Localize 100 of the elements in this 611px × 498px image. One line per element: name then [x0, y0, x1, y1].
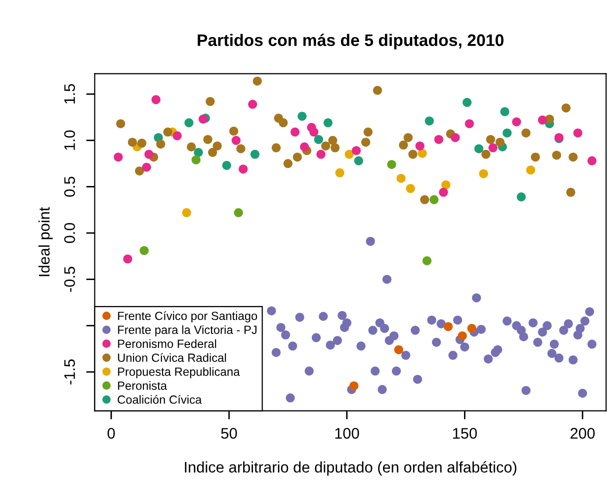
point — [140, 246, 149, 256]
legend-label: Propuesta Republicana — [118, 367, 240, 378]
legend-label: Peronista — [118, 381, 168, 390]
point — [502, 128, 512, 138]
point — [404, 133, 413, 142]
legend-label: Peronismo Federal — [118, 339, 216, 348]
point — [500, 107, 510, 116]
y-tick-label: 1.0 — [64, 130, 76, 150]
point — [396, 174, 406, 183]
point — [587, 156, 596, 166]
point — [434, 134, 444, 144]
x-tick-label: 150 — [453, 428, 477, 439]
point — [182, 208, 192, 218]
point — [134, 166, 144, 176]
point — [250, 150, 260, 159]
point — [521, 128, 530, 138]
point — [474, 144, 484, 154]
point — [458, 331, 467, 340]
point — [373, 86, 382, 95]
point — [144, 150, 154, 159]
point — [496, 138, 505, 147]
point — [430, 195, 439, 204]
point — [272, 143, 281, 152]
point — [151, 95, 160, 104]
point — [321, 141, 330, 150]
point — [206, 96, 215, 106]
point — [314, 134, 324, 144]
point — [415, 141, 424, 150]
point — [156, 140, 166, 149]
point — [186, 142, 196, 152]
point — [208, 148, 218, 157]
point — [349, 381, 358, 390]
point — [300, 142, 309, 152]
y-axis-title: Ideal point — [38, 207, 53, 276]
point — [238, 164, 248, 174]
point — [562, 103, 571, 112]
point — [573, 128, 582, 138]
point — [128, 138, 137, 147]
y-tick-label: -1.5 — [64, 359, 76, 384]
legend-label: Frente para la Victoria - PJ — [118, 325, 256, 336]
point — [486, 134, 496, 144]
x-tick-label: 50 — [221, 428, 237, 439]
point — [278, 118, 288, 128]
point — [172, 131, 182, 140]
point — [516, 192, 526, 202]
point — [538, 116, 547, 125]
point — [526, 166, 536, 175]
point — [252, 76, 262, 86]
point — [512, 117, 522, 126]
legend-label: Union Cívica Radical — [118, 353, 226, 362]
point — [344, 150, 354, 159]
point — [420, 195, 430, 204]
x-tick-label: 100 — [335, 428, 360, 439]
point — [450, 133, 460, 142]
point — [530, 152, 540, 162]
point — [418, 148, 427, 158]
point — [335, 168, 344, 178]
point — [394, 345, 404, 354]
point — [234, 208, 243, 218]
point — [330, 143, 340, 152]
point — [387, 160, 396, 169]
point — [328, 136, 338, 145]
point — [212, 141, 222, 150]
point — [290, 128, 300, 137]
y-tick-label: 1.5 — [64, 84, 76, 104]
point — [298, 112, 307, 121]
point — [248, 100, 258, 109]
point — [232, 136, 241, 145]
point — [552, 150, 562, 160]
point — [422, 256, 432, 266]
point — [398, 140, 408, 150]
point — [467, 324, 476, 333]
point — [222, 160, 232, 170]
point — [142, 162, 152, 172]
point — [361, 138, 370, 147]
point — [123, 254, 132, 264]
point — [354, 156, 364, 166]
point — [464, 119, 474, 128]
point — [566, 188, 576, 197]
point — [568, 152, 578, 162]
point — [292, 152, 302, 162]
point — [114, 152, 123, 162]
point — [439, 188, 448, 197]
x-tick-label: 0 — [108, 428, 115, 439]
point — [444, 322, 453, 332]
point — [236, 144, 246, 154]
point — [424, 116, 434, 126]
point — [163, 128, 172, 137]
point — [408, 150, 418, 159]
point — [309, 128, 318, 137]
point — [137, 138, 146, 148]
point — [406, 184, 416, 194]
x-tick-label: 200 — [570, 428, 595, 439]
point — [324, 118, 333, 128]
point — [229, 126, 238, 136]
point — [194, 148, 203, 157]
y-tick-label: -0.5 — [64, 266, 76, 292]
point — [116, 119, 126, 128]
point — [441, 180, 450, 190]
point — [462, 98, 472, 107]
